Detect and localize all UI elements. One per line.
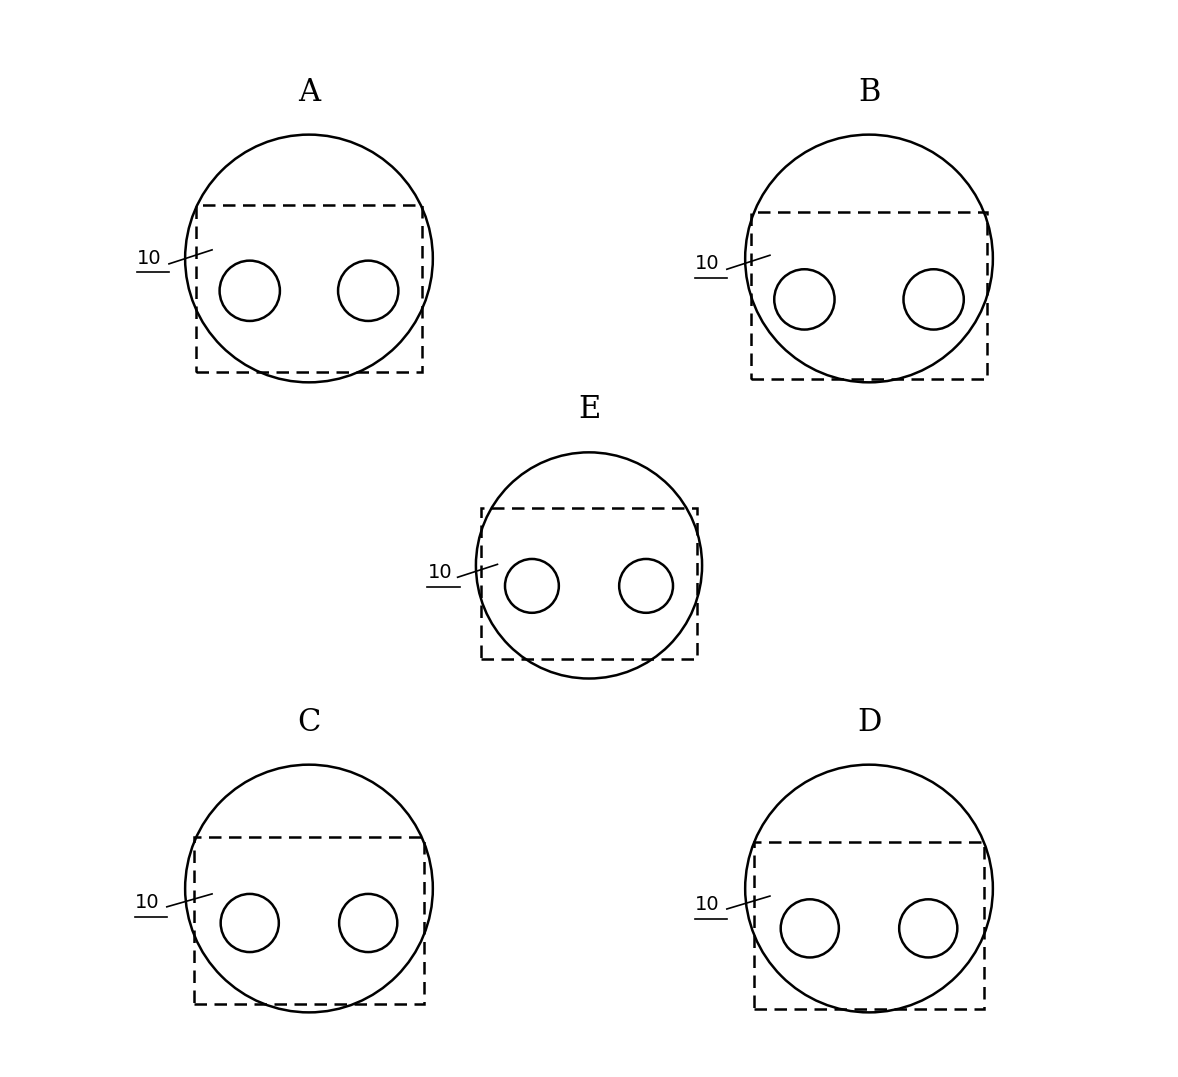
Text: 10: 10 [137, 249, 161, 268]
Text: A: A [298, 76, 320, 108]
Bar [196, 205, 422, 372]
Text: 10: 10 [695, 254, 720, 274]
Text: E: E [578, 394, 600, 425]
Bar [482, 508, 696, 659]
Bar [193, 837, 424, 1004]
Text: C: C [297, 707, 320, 738]
Bar [754, 842, 985, 1009]
Text: 10: 10 [428, 563, 452, 583]
Text: 10: 10 [695, 895, 720, 914]
Text: B: B [858, 76, 880, 108]
Text: 10: 10 [134, 893, 159, 912]
Bar [750, 212, 987, 379]
Text: D: D [856, 707, 881, 738]
